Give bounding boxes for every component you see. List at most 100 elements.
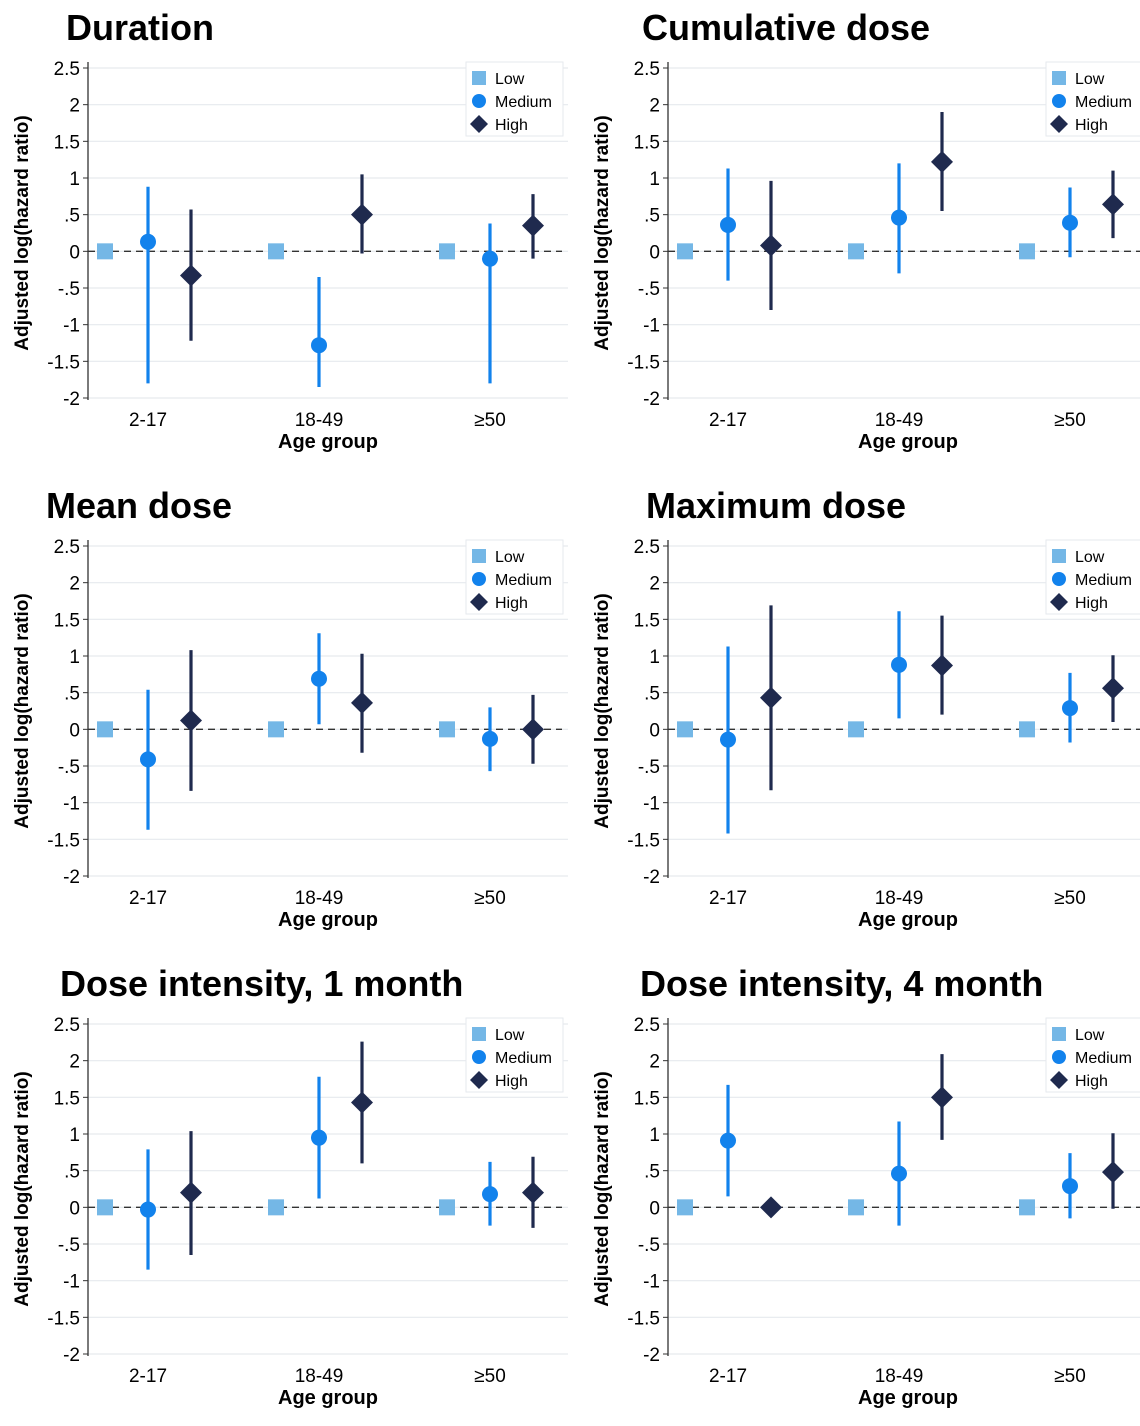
- legend-symbol-low: [1052, 71, 1066, 85]
- legend-symbol-high: [1050, 593, 1068, 611]
- y-tick-label: 1: [649, 1125, 660, 1146]
- y-tick-label: 2: [69, 574, 80, 595]
- legend-label-low: Low: [495, 549, 525, 566]
- x-tick-label: 2-17: [709, 1366, 747, 1387]
- marker-low: [439, 1199, 455, 1216]
- legend-symbol-high: [1050, 1071, 1068, 1089]
- legend-label-high: High: [495, 117, 528, 134]
- marker-low: [268, 243, 284, 260]
- marker-medium: [1062, 214, 1078, 231]
- y-tick-label: 0: [649, 1198, 660, 1219]
- marker-low: [848, 243, 864, 260]
- marker-high: [351, 1091, 373, 1114]
- marker-medium: [140, 751, 156, 768]
- legend-label-low: Low: [495, 1027, 525, 1044]
- y-tick-label: 1.5: [54, 1088, 80, 1109]
- legend: Low Medium High: [1045, 539, 1140, 615]
- y-tick-label: 1.5: [634, 1088, 660, 1109]
- x-tick-label: ≥50: [474, 888, 506, 909]
- legend-symbol-low: [472, 549, 486, 563]
- marker-high: [1102, 677, 1124, 700]
- marker-high: [180, 1181, 202, 1204]
- y-tick-label: 1: [649, 169, 660, 190]
- x-tick-label: 18-49: [875, 888, 924, 909]
- y-tick-label: -.5: [638, 757, 660, 778]
- chart-title: Cumulative dose: [642, 7, 930, 48]
- y-tick-label: 1.5: [54, 132, 80, 153]
- x-tick-label: 2-17: [129, 410, 167, 431]
- legend: Low Medium High: [465, 1017, 564, 1093]
- marker-low: [1019, 721, 1035, 738]
- y-tick-label: 1.5: [634, 132, 660, 153]
- marker-medium: [891, 209, 907, 226]
- y-tick-label: -2: [643, 1345, 660, 1366]
- y-axis-label: Adjusted log(hazard ratio): [592, 1071, 613, 1306]
- y-tick-label: -2: [63, 389, 80, 410]
- marker-medium: [140, 1201, 156, 1218]
- legend: Low Medium High: [1045, 61, 1140, 137]
- y-tick-label: 2: [649, 96, 660, 117]
- x-tick-label: 18-49: [295, 410, 344, 431]
- legend-label-medium: Medium: [1075, 1050, 1132, 1067]
- y-tick-label: .5: [64, 684, 80, 705]
- legend-label-low: Low: [1075, 549, 1105, 566]
- legend-label-medium: Medium: [495, 1050, 552, 1067]
- marker-low: [677, 721, 693, 738]
- y-tick-label: .5: [64, 1162, 80, 1183]
- marker-low: [439, 721, 455, 738]
- y-tick-label: .5: [64, 206, 80, 227]
- marker-medium: [720, 731, 736, 748]
- y-tick-label: 0: [69, 242, 80, 263]
- legend-symbol-low: [472, 71, 486, 85]
- legend-symbol-high: [470, 593, 488, 611]
- x-tick-label: ≥50: [474, 410, 506, 431]
- y-tick-label: 1: [69, 647, 80, 668]
- x-tick-label: 18-49: [295, 1366, 344, 1387]
- legend-label-medium: Medium: [495, 572, 552, 589]
- marker-high: [522, 718, 544, 741]
- y-tick-label: 2.5: [54, 59, 80, 80]
- y-tick-label: 1.5: [54, 610, 80, 631]
- y-axis-label: Adjusted log(hazard ratio): [12, 593, 33, 828]
- chart-panel-3: Mean dose2.521.51.50-.5-1-1.5-2Adjusted …: [12, 485, 568, 931]
- chart-title: Mean dose: [46, 485, 232, 526]
- y-tick-label: 0: [649, 720, 660, 741]
- marker-low: [97, 1199, 113, 1216]
- y-tick-label: .5: [644, 206, 660, 227]
- chart-panel-6: Dose intensity, 4 month2.521.51.50-.5-1-…: [592, 963, 1140, 1409]
- legend-symbol-high: [1050, 115, 1068, 133]
- legend-label-medium: Medium: [1075, 572, 1132, 589]
- marker-low: [1019, 243, 1035, 260]
- y-tick-label: -2: [63, 1345, 80, 1366]
- y-tick-label: -1: [63, 1272, 80, 1293]
- y-tick-label: .5: [644, 1162, 660, 1183]
- marker-low: [1019, 1199, 1035, 1216]
- legend-symbol-medium: [1052, 94, 1066, 108]
- y-tick-label: 2.5: [634, 537, 660, 558]
- x-axis-label: Age group: [858, 431, 958, 453]
- y-tick-label: -.5: [638, 1235, 660, 1256]
- chart-title: Dose intensity, 4 month: [640, 963, 1043, 1004]
- y-tick-label: -1: [643, 316, 660, 337]
- x-tick-label: 2-17: [709, 888, 747, 909]
- marker-low: [677, 243, 693, 260]
- y-tick-label: -1.5: [47, 1308, 80, 1329]
- x-tick-label: 2-17: [709, 410, 747, 431]
- legend-label-low: Low: [495, 71, 525, 88]
- marker-high: [1102, 193, 1124, 216]
- x-tick-label: ≥50: [1054, 888, 1086, 909]
- y-tick-label: -2: [643, 389, 660, 410]
- x-axis-label: Age group: [858, 1387, 958, 1409]
- marker-low: [439, 243, 455, 260]
- legend: Low Medium High: [465, 539, 564, 615]
- x-axis-label: Age group: [278, 1387, 378, 1409]
- x-tick-label: 2-17: [129, 888, 167, 909]
- y-tick-label: 2.5: [634, 1015, 660, 1036]
- x-axis-label: Age group: [858, 909, 958, 931]
- marker-medium: [720, 216, 736, 233]
- y-tick-label: -1.5: [47, 830, 80, 851]
- y-tick-label: -.5: [638, 279, 660, 300]
- marker-high: [180, 709, 202, 732]
